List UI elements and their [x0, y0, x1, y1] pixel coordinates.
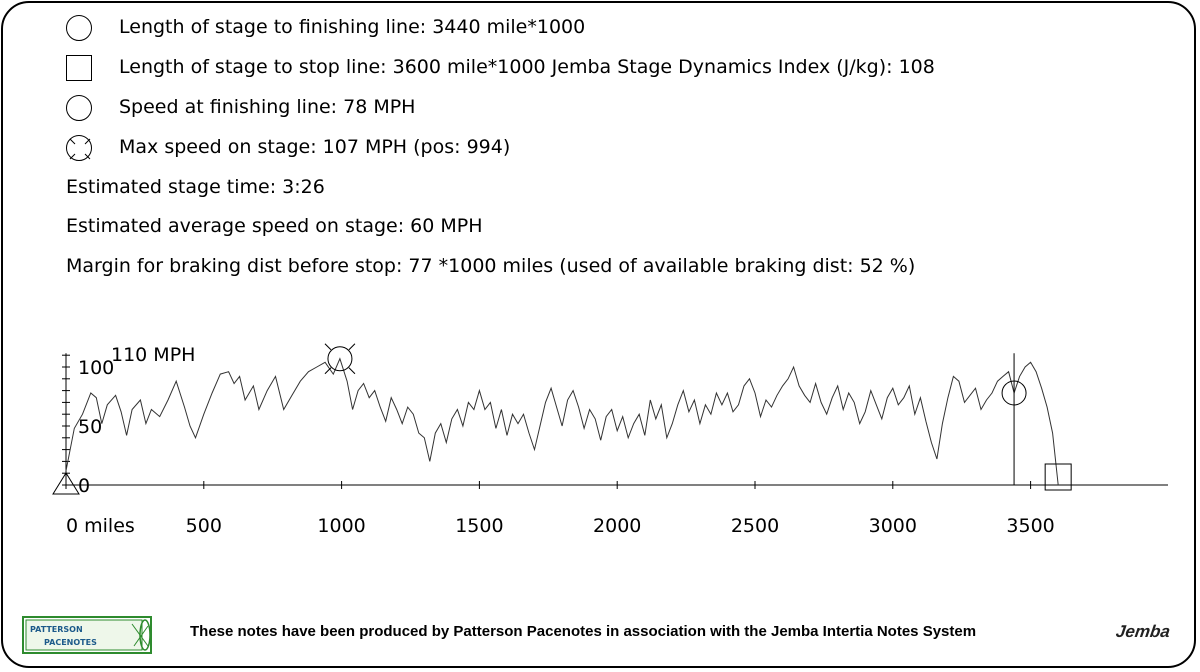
svg-text:PACENOTES: PACENOTES: [44, 638, 97, 647]
x-tick-label: 2000: [593, 515, 641, 537]
speed-series-line: [65, 357, 1059, 486]
circle-x-icon: [66, 135, 92, 161]
x-tick-label: 0 miles: [66, 515, 135, 537]
max-speed-text: Max speed on stage: 107 MPH (pos: 994): [119, 136, 511, 158]
y-tick-label: 50: [78, 416, 102, 438]
speed-finish-text: Speed at finishing line: 78 MPH: [119, 96, 416, 118]
circle-icon: [66, 15, 92, 41]
stage-time-text: Estimated stage time: 3:26: [66, 176, 325, 198]
avg-speed-text: Estimated average speed on stage: 60 MPH: [66, 215, 483, 237]
square-icon: [66, 55, 92, 81]
finish-length-text: Length of stage to finishing line: 3440 …: [119, 16, 586, 38]
y-tick-label: 0: [78, 475, 90, 497]
speed-profile-chart: 0 miles 500 1000 1500 2000 2500 3000 3500 0 50 100…: [52, 343, 1168, 537]
stop-length-text: Length of stage to stop line: 3600 mile*…: [119, 56, 935, 78]
x-tick-label: 3500: [1006, 515, 1054, 537]
jemba-logo: Jemba: [1114, 622, 1172, 641]
svg-text:PATTERSON: PATTERSON: [30, 625, 83, 634]
max-speed-marker: [327, 346, 353, 372]
x-tick-label: 3000: [869, 515, 917, 537]
max-speed-marker-tick: [324, 343, 332, 351]
x-tick-label: 2500: [731, 515, 779, 537]
max-speed-marker-tick: [348, 367, 356, 375]
x-tick-label: 1500: [455, 515, 503, 537]
x-tick-label: 1000: [317, 515, 365, 537]
y-tick-label: 100: [78, 357, 114, 379]
max-speed-marker-tick: [348, 343, 356, 351]
start-triangle-icon: [52, 472, 80, 495]
circle-icon: [66, 95, 92, 121]
stop-marker: [1044, 463, 1072, 491]
max-speed-marker-tick: [324, 367, 332, 375]
y-axis-label: 110 MPH: [111, 344, 195, 366]
braking-margin-text: Margin for braking dist before stop: 77 …: [66, 255, 916, 277]
finish-marker: [1001, 380, 1027, 406]
footer-credit-text: These notes have been produced by Patter…: [190, 623, 977, 640]
x-tick-label: 500: [186, 515, 222, 537]
patterson-pacenotes-logo: PATTERSON PACENOTES: [22, 616, 152, 654]
